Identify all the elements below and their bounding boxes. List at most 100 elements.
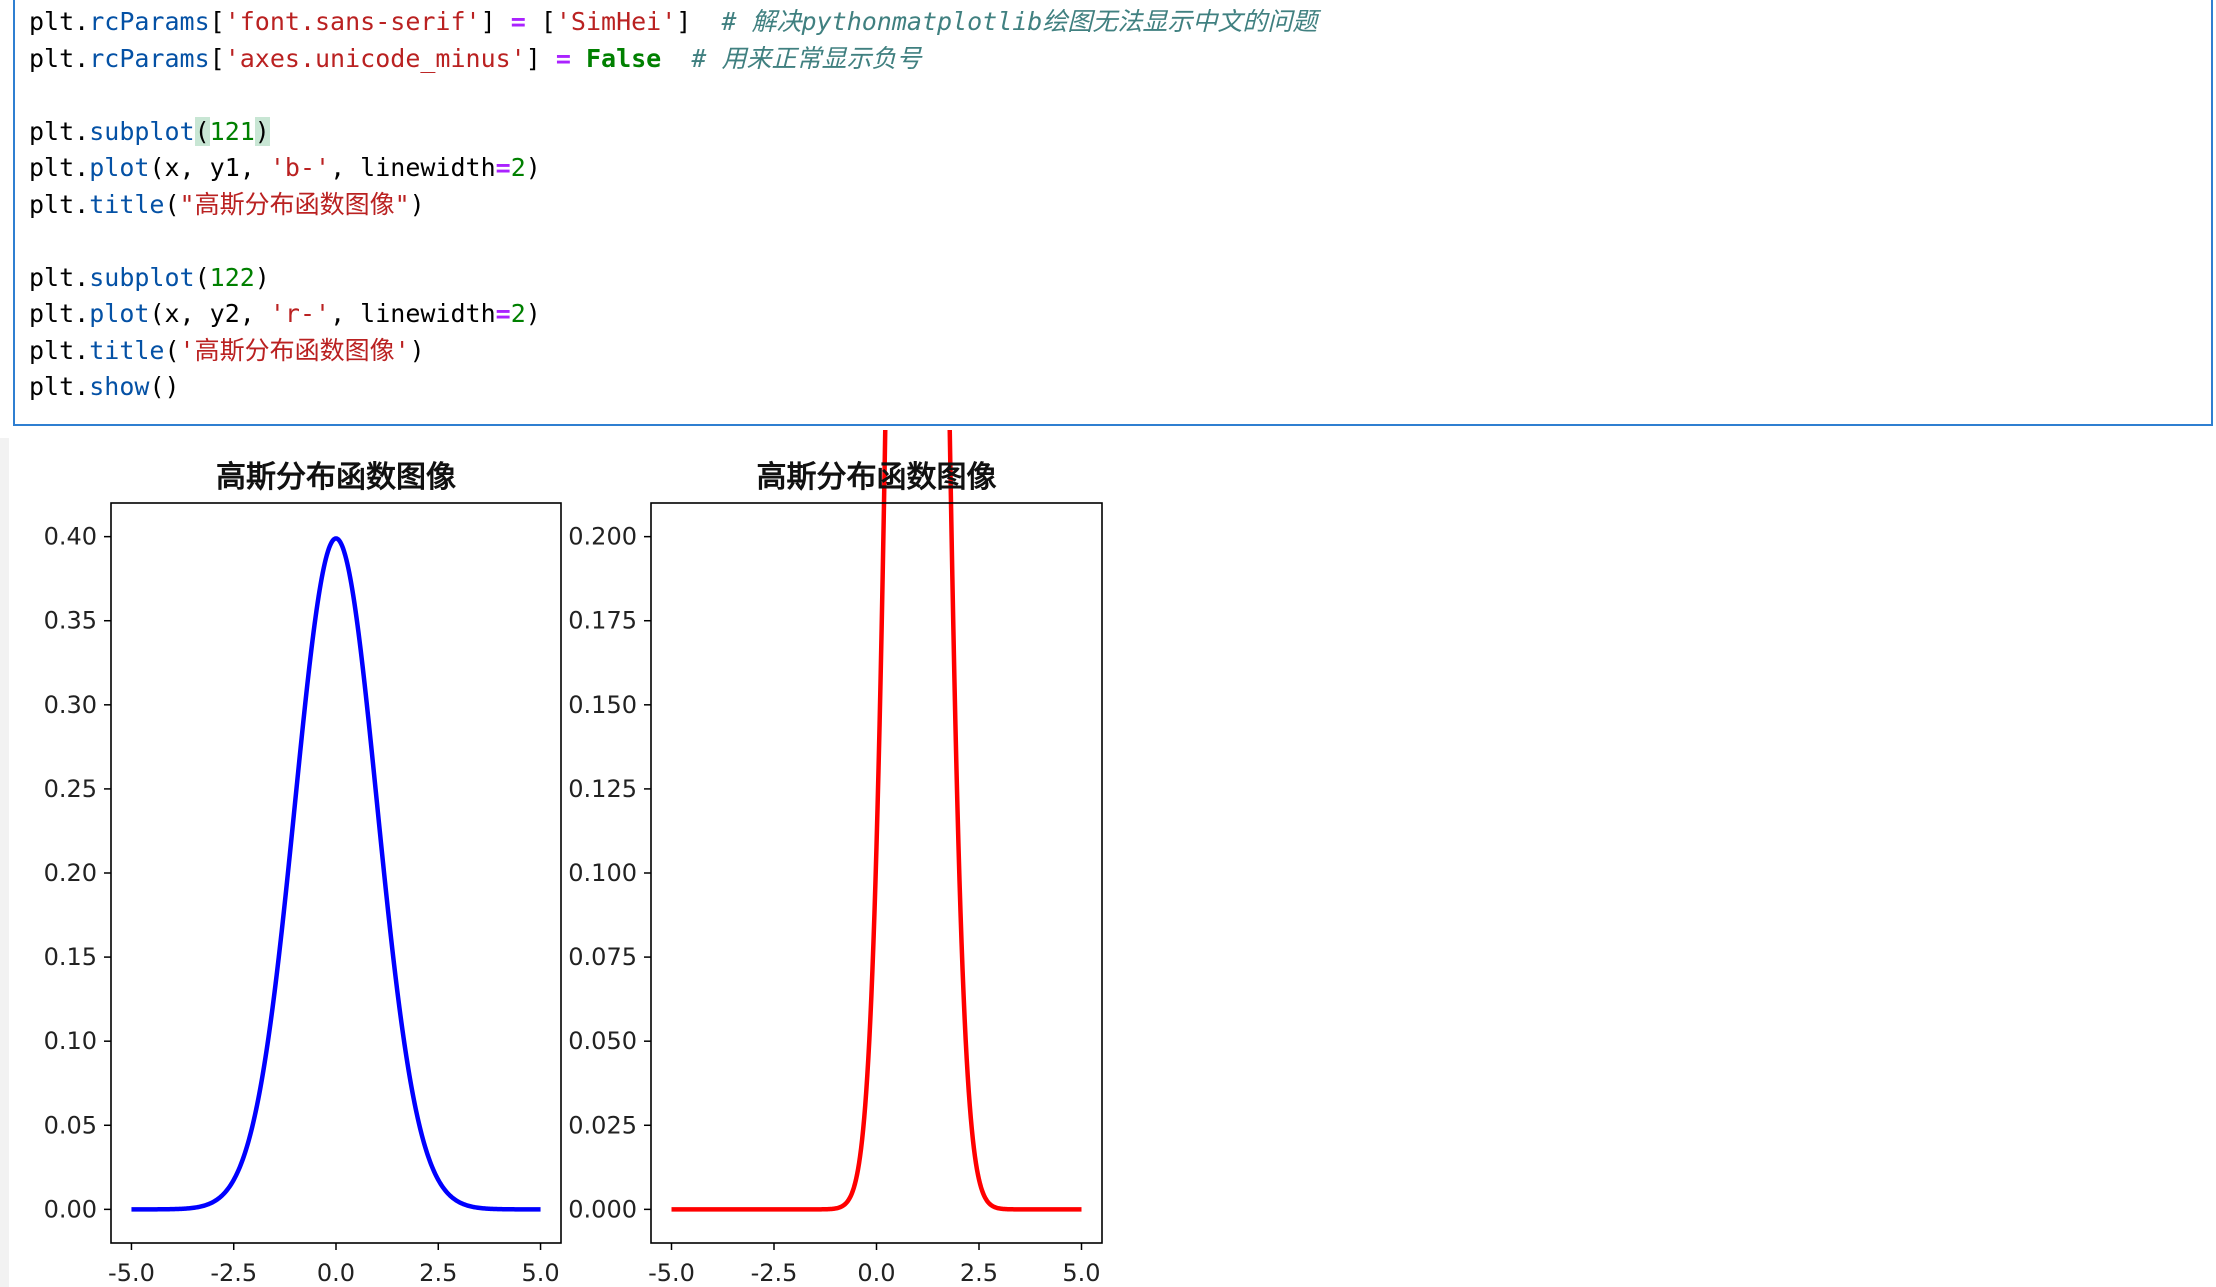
code-token: plt. [29, 7, 90, 36]
code-token: plot [89, 299, 150, 328]
y-tick-label: 0.200 [568, 523, 637, 551]
figure-output: 0.00 0.05 0.10 0.15 0.20 0.25 0.30 0.35 0.40 -5.0… [44, 430, 1103, 1287]
x-tick-label: -2.5 [751, 1259, 798, 1287]
x-tick-label: 0.0 [857, 1259, 895, 1287]
x-tick-label: -5.0 [648, 1259, 695, 1287]
subplot-1: 0.00 0.05 0.10 0.15 0.20 0.25 0.30 0.35 0.40 -5.0… [44, 460, 562, 1287]
code-token: 2 [510, 153, 526, 182]
code-token: ( [164, 335, 180, 365]
code-token: 'SimHei' [555, 7, 677, 36]
code-token: rcParams [89, 7, 210, 36]
code-token: , linewidth [330, 153, 496, 182]
code-line [29, 77, 1317, 114]
code-token: "高斯分布函数图像" [179, 189, 410, 219]
axes-frame [110, 502, 562, 1244]
y-tick-label: 0.175 [568, 607, 637, 635]
code-token: ( [164, 189, 180, 219]
code-token: rcParams [89, 43, 210, 73]
output-prompt-area[interactable] [0, 438, 9, 1287]
code-token: 'r-' [269, 299, 331, 328]
chart-title: 高斯分布函数图像 [757, 460, 997, 495]
code-token: () [149, 372, 180, 401]
y-tick-label: 0.125 [568, 775, 637, 803]
code-token: ] [480, 7, 511, 36]
y-tick-label: 0.150 [568, 691, 637, 719]
code-token: plot [89, 153, 150, 182]
y-tick-label: 0.10 [44, 1027, 97, 1055]
code-token: plt. [29, 335, 90, 365]
code-token: ( [194, 116, 210, 146]
code-token: ) [525, 153, 541, 182]
code-token: 'b-' [269, 153, 331, 182]
y-tick-label: 0.05 [44, 1111, 97, 1139]
code-token: 'font.sans-serif' [224, 7, 481, 36]
code-token: = [555, 43, 571, 73]
code-token: title [89, 189, 165, 219]
x-tick-label: 2.5 [419, 1259, 457, 1287]
series-line-1 [130, 536, 542, 1212]
code-token: plt. [29, 153, 90, 182]
y-tick-label: 0.15 [44, 943, 97, 971]
y-tick-label: 0.000 [568, 1195, 637, 1223]
code-token: 122 [209, 262, 255, 292]
y-tick-label: 0.20 [44, 859, 97, 887]
y-tick-label: 0.30 [44, 691, 97, 719]
code-token: = [510, 7, 526, 36]
series-line-1 [670, 430, 1083, 1212]
code-editor[interactable]: plt.rcParams['font.sans-serif'] = ['SimH… [29, 4, 1317, 406]
x-tick-label: -5.0 [108, 1259, 155, 1287]
code-token: plt. [29, 116, 90, 146]
code-token [661, 44, 691, 73]
code-token: ) [254, 116, 270, 146]
y-tick-label: 0.075 [568, 943, 637, 971]
code-token: plt. [29, 299, 90, 328]
code-token: plt. [29, 43, 90, 73]
y-tick-label: 0.025 [568, 1111, 637, 1139]
y-tick-label: 0.25 [44, 775, 97, 803]
code-line: plt.title("高斯分布函数图像") [29, 187, 1317, 224]
y-tick-label: 0.35 [44, 607, 97, 635]
code-token: ) [525, 299, 541, 328]
x-tick-label: 2.5 [960, 1259, 998, 1287]
code-token [571, 44, 586, 73]
code-token: ) [409, 335, 425, 365]
code-line: plt.show() [29, 369, 1317, 406]
code-token: [ [525, 7, 556, 36]
y-tick-label: 0.100 [568, 859, 637, 887]
code-token: ) [409, 189, 425, 219]
code-token: # 用来正常显示负号 [691, 43, 922, 73]
y-tick-label: 0.40 [44, 523, 97, 551]
code-token: subplot [89, 262, 195, 292]
x-tick-label: 5.0 [1062, 1259, 1100, 1287]
x-tick-label: 0.0 [317, 1259, 355, 1287]
x-tick-label: -2.5 [210, 1259, 257, 1287]
code-token: show [89, 372, 150, 401]
code-token: [ [209, 7, 225, 36]
code-token: ] [676, 7, 722, 36]
code-token: False [585, 43, 662, 73]
code-token: subplot [89, 116, 195, 146]
code-token: = [495, 299, 511, 328]
x-tick-label: 5.0 [521, 1259, 559, 1287]
code-line: plt.rcParams['font.sans-serif'] = ['SimH… [29, 4, 1317, 41]
y-tick-label: 0.050 [568, 1027, 637, 1055]
code-token: ) [254, 262, 270, 292]
chart-title: 高斯分布函数图像 [216, 460, 456, 495]
code-token: plt. [29, 262, 90, 292]
code-token: 'axes.unicode_minus' [224, 43, 526, 73]
code-token: ( [194, 262, 210, 292]
code-line: plt.subplot(122) [29, 260, 1317, 297]
y-tick-label: 0.00 [44, 1195, 97, 1223]
code-token: # 解决pythonmatplotlib绘图无法显示中文的问题 [721, 7, 1318, 36]
code-token: (x, y1, [149, 153, 270, 182]
code-line: plt.rcParams['axes.unicode_minus'] = Fal… [29, 41, 1317, 78]
code-cell-input[interactable]: plt.rcParams['font.sans-serif'] = ['SimH… [13, 0, 2213, 426]
code-token: title [89, 335, 165, 365]
code-line: plt.subplot(121) [29, 114, 1317, 151]
code-line: plt.plot(x, y1, 'b-', linewidth=2) [29, 150, 1317, 187]
code-token: plt. [29, 372, 90, 401]
code-token: , linewidth [330, 299, 496, 328]
subplot-2: 0.000 0.025 0.050 0.075 0.100 0.125 0.150 0.175… [568, 430, 1103, 1287]
code-token: 2 [510, 299, 526, 328]
code-token: plt. [29, 189, 90, 219]
